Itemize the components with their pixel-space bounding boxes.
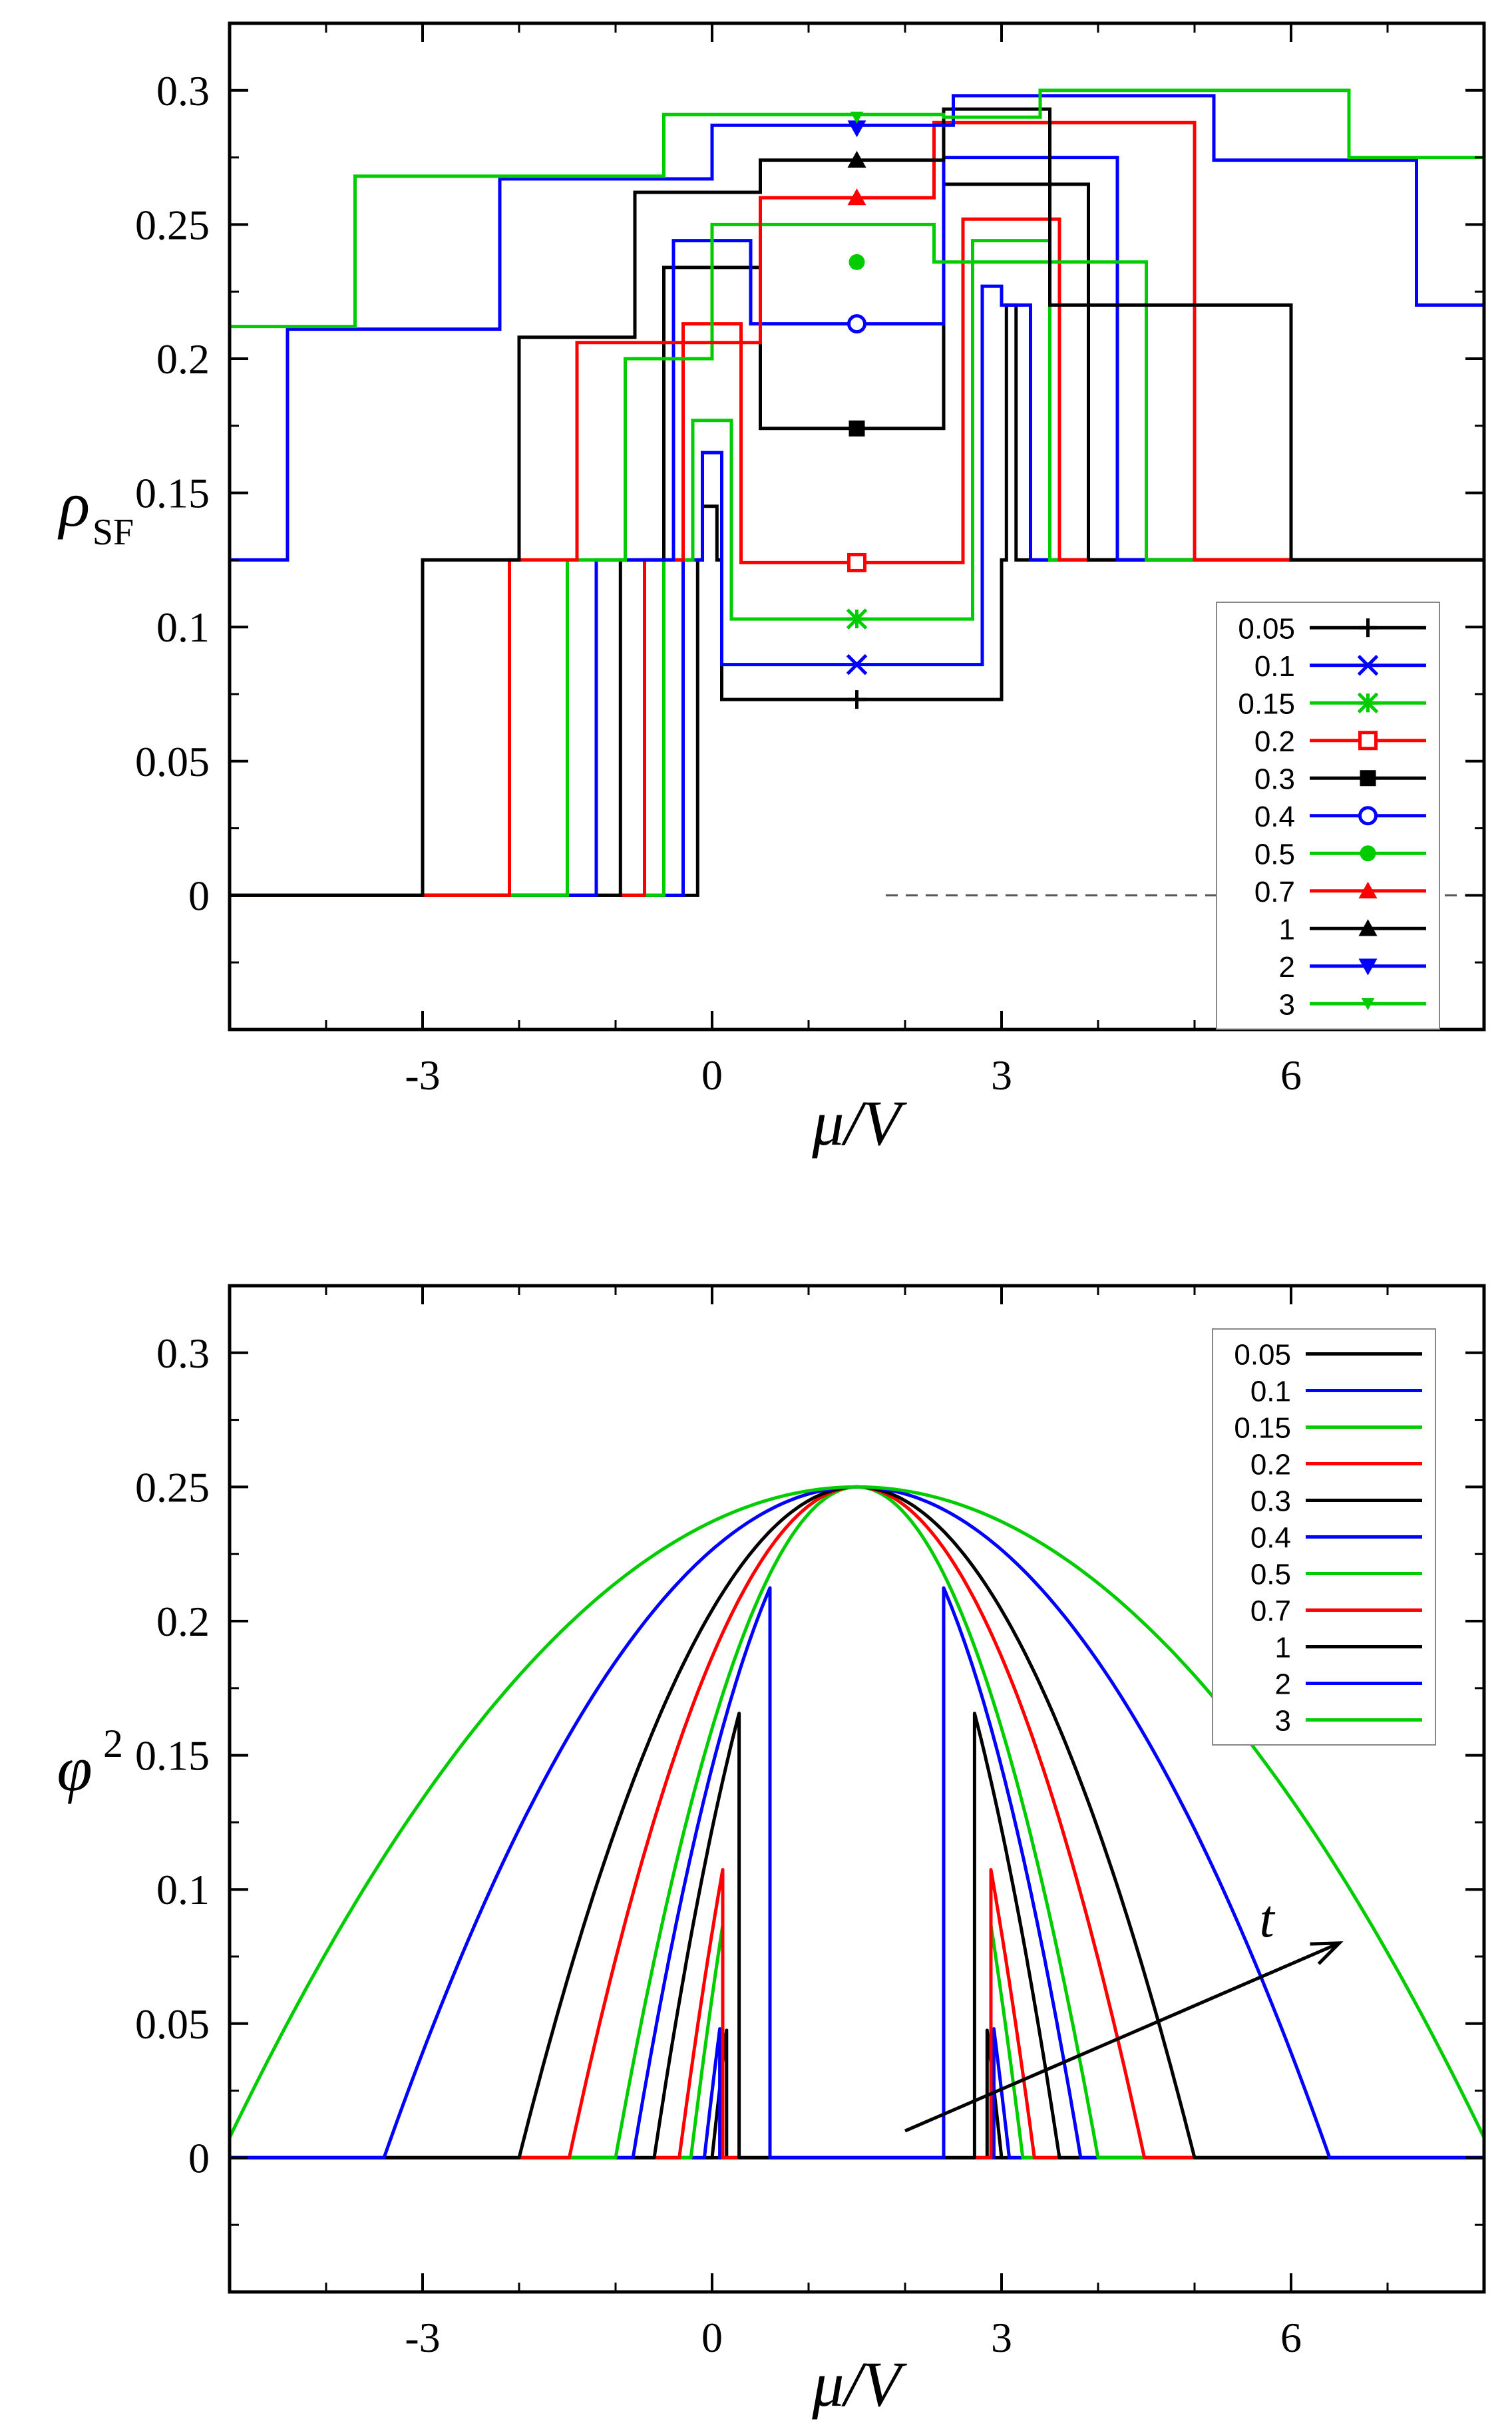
legend-label: 0.05 [1238,612,1295,645]
series-curve-3 [230,1485,1484,2158]
series-marker-0.15 [846,608,868,630]
series-marker-2 [847,120,866,138]
legend-marker [1358,958,1378,976]
legend-label: 0.7 [1250,1595,1291,1628]
arrow-head [1310,1941,1344,1965]
x-tick-label: 6 [1280,2314,1302,2361]
legend-label: 0.4 [1250,1522,1291,1555]
legend-label: 1 [1275,1632,1291,1664]
legend-marker [1360,770,1376,787]
y-tick-label: 0 [188,872,210,919]
x-tick-label: 0 [701,2314,723,2361]
series-line-0.4 [230,156,1484,897]
legend-label: 0.5 [1254,838,1295,870]
legend-marker [1357,692,1379,714]
y-tick-label: 0.25 [135,1463,210,1511]
series-line-1 [230,107,1484,897]
y-tick-label: 0.1 [156,604,210,651]
series-marker-0.7 [847,188,866,206]
legend-marker [1358,806,1378,826]
y-tick-label: 0.05 [135,738,210,785]
legend-label: 0.1 [1250,1376,1291,1408]
legend-marker [1358,618,1378,638]
legend-label: 0.3 [1254,763,1295,795]
legend-label: 3 [1279,988,1295,1021]
x-tick-label: -3 [405,1051,440,1099]
legend-label: 0.15 [1238,687,1295,720]
legend-marker [1358,881,1378,898]
legend: 0.05 0.1 0.15 0.2 0.3 0.4 0.5 0.7 1 2 3 [1216,602,1440,1030]
series-line-2 [230,94,1484,562]
series-curve-0.4 [230,1586,1484,2159]
y-axis-label: φ 2 [57,1722,123,1804]
y-tick-label: 0.15 [135,470,210,517]
plot-frame [228,21,1486,1031]
legend-label: 0.4 [1254,801,1295,833]
arrow-shaft [904,1941,1340,2133]
x-axis-label: μ/V [811,2348,907,2420]
legend-marker [1361,998,1375,1011]
legend-label: 2 [1279,951,1295,984]
y-tick-label: 0.25 [135,201,210,248]
y-axis-label: ρ SF [57,468,134,553]
legend: 0.05 0.1 0.15 0.2 0.3 0.4 0.5 0.7 1 2 3 [1212,1328,1436,1746]
y-tick-label: 0 [188,2134,210,2181]
x-tick-label: 6 [1280,1051,1302,1099]
legend-label: 0.5 [1250,1559,1291,1591]
legend-marker [1357,654,1379,676]
svg-text:2: 2 [103,1722,123,1766]
plot-frame [228,1284,1486,2294]
series-marker-0.5 [849,254,865,270]
legend-marker [1358,919,1378,936]
y-tick-label: 0.05 [135,2000,210,2048]
series-marker-0.1 [846,654,868,675]
svg-text:ρ: ρ [57,468,90,540]
time-arrow-annotation: t [904,1890,1344,2133]
series-line-3 [230,89,1484,329]
x-tick-label: 0 [701,1051,723,1099]
series-line-0.3 [230,182,1484,897]
legend-label: 0.2 [1254,725,1295,758]
legend-label: 0.1 [1254,650,1295,683]
series-marker-0.2 [847,552,866,572]
y-tick-label: 0.1 [156,1866,210,1913]
x-tick-label: 3 [991,2314,1012,2361]
y-tick-label: 0.2 [156,335,210,383]
x-tick-label: -3 [405,2314,440,2361]
series-marker-0.4 [847,314,866,334]
legend-marker [1360,845,1376,862]
legend-label: 3 [1275,1705,1291,1738]
x-tick-label: 3 [991,1051,1012,1099]
y-tick-label: 0.15 [135,1732,210,1779]
legend-label: 0.2 [1250,1449,1291,1481]
series-marker-3 [850,111,864,124]
bottom-chart-panel: 0 0.05 0.1 0.15 0.2 0.25 0.3 -3 0 3 6 φ 2 μ/V t 0.… [57,1284,1486,2420]
svg-text:SF: SF [93,512,134,553]
x-axis-label: μ/V [811,1087,907,1159]
top-chart-panel: 0 0.05 0.1 0.15 0.2 0.25 0.3 -3 0 3 6 ρ SF μ/V 0.0… [57,21,1486,1159]
legend-marker [1358,731,1378,751]
series-line-0.5 [230,222,1484,897]
series-marker-0.3 [849,420,865,437]
series-line-0.2 [230,217,1484,897]
legend-label: 0.7 [1254,876,1295,908]
series-line-0.7 [230,120,1484,897]
legend-label: 1 [1279,913,1295,946]
y-tick-label: 0.3 [156,67,210,114]
legend-label: 0.05 [1234,1339,1291,1372]
series-marker-0.05 [847,690,866,709]
svg-text:φ: φ [57,1733,92,1804]
legend-label: 2 [1275,1668,1291,1701]
legend-label: 0.3 [1250,1485,1291,1518]
arrow-label: t [1260,1890,1276,1949]
series-marker-1 [847,150,866,168]
y-tick-label: 0.2 [156,1598,210,1645]
legend-label: 0.15 [1234,1412,1291,1445]
y-tick-label: 0.3 [156,1330,210,1377]
